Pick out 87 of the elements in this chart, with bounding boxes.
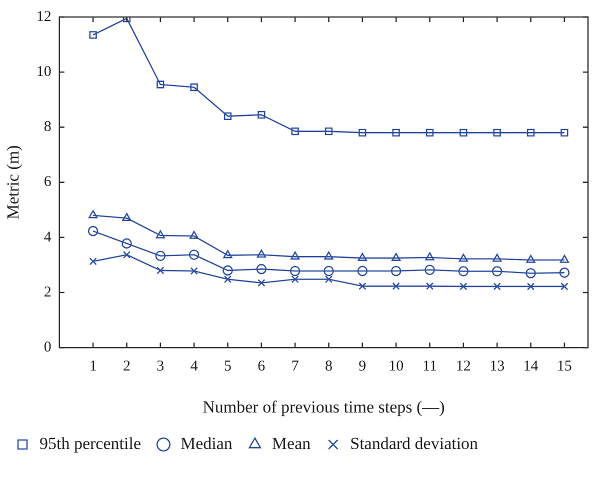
point <box>560 128 568 137</box>
x-tick-label: 2 <box>122 358 130 375</box>
point <box>156 80 164 88</box>
point <box>88 210 98 218</box>
legend-label: Mean <box>272 434 312 453</box>
point <box>188 250 200 260</box>
point <box>458 266 469 276</box>
point <box>256 264 267 274</box>
y-tick-label: 4 <box>44 229 52 246</box>
point <box>357 266 368 276</box>
y-tick-label: 8 <box>44 119 52 136</box>
x-tick-label: 10 <box>388 358 404 375</box>
point <box>88 226 98 236</box>
x-tick-label: 14 <box>523 358 539 375</box>
point <box>526 282 535 290</box>
y-tick-label: 12 <box>36 8 52 25</box>
point <box>156 230 165 238</box>
point <box>493 128 501 137</box>
point <box>291 275 299 284</box>
point <box>190 267 198 275</box>
y-tick-label: 10 <box>36 64 52 80</box>
point <box>324 275 333 284</box>
x-tick-label: 11 <box>422 358 437 375</box>
point <box>492 254 502 262</box>
point <box>324 128 333 136</box>
point <box>122 212 132 222</box>
point <box>492 266 502 276</box>
point <box>256 250 266 258</box>
x-tick-label: 3 <box>156 358 164 375</box>
point <box>358 282 366 290</box>
x-tick-label: 13 <box>490 358 505 375</box>
point <box>290 252 300 260</box>
point <box>155 250 166 262</box>
point <box>290 266 300 276</box>
x-tick-label: 6 <box>258 358 266 375</box>
point <box>526 268 536 278</box>
point <box>89 31 97 39</box>
point <box>190 83 198 92</box>
point <box>291 128 299 136</box>
y-tick-label: 0 <box>44 340 52 356</box>
point <box>122 238 132 249</box>
point <box>460 128 468 137</box>
point <box>426 282 434 290</box>
point <box>425 252 434 260</box>
x-tick-label: 15 <box>556 358 572 375</box>
point <box>392 282 400 290</box>
point <box>324 266 334 276</box>
legend-label: Standard deviation <box>350 434 479 453</box>
point <box>392 128 400 137</box>
point <box>224 112 232 120</box>
point <box>526 254 536 263</box>
point <box>392 252 401 261</box>
point <box>560 254 569 263</box>
x-axis-title: Number of previous time steps (—) <box>202 397 445 416</box>
point <box>222 265 233 276</box>
y-tick-label: 6 <box>44 174 52 190</box>
point <box>258 279 266 287</box>
point <box>358 128 366 137</box>
point <box>224 275 232 284</box>
point <box>424 264 435 276</box>
x-tick-label: 4 <box>190 358 198 375</box>
point <box>258 110 266 119</box>
x-tick-label: 1 <box>89 358 97 375</box>
point <box>560 282 568 290</box>
x-tick-label: 12 <box>456 358 471 375</box>
y-tick-label: 2 <box>44 284 52 300</box>
x-tick-label: 5 <box>224 358 232 375</box>
point <box>358 252 367 261</box>
point <box>426 128 434 137</box>
point <box>493 282 501 290</box>
point <box>122 250 131 259</box>
point <box>223 250 232 258</box>
point <box>526 128 535 137</box>
point <box>89 258 97 266</box>
legend-label: 95th percentile <box>40 434 141 453</box>
point <box>458 254 468 262</box>
point <box>156 266 164 274</box>
legend-label: Median <box>180 434 233 453</box>
point <box>190 230 199 239</box>
point <box>390 266 402 276</box>
x-tick-label: 8 <box>325 358 332 375</box>
y-axis-title: Metric (m) <box>4 145 23 220</box>
point <box>559 268 570 278</box>
point <box>460 282 468 290</box>
point <box>324 252 334 260</box>
x-tick-label: 7 <box>291 358 300 375</box>
x-tick-label: 9 <box>358 358 366 375</box>
